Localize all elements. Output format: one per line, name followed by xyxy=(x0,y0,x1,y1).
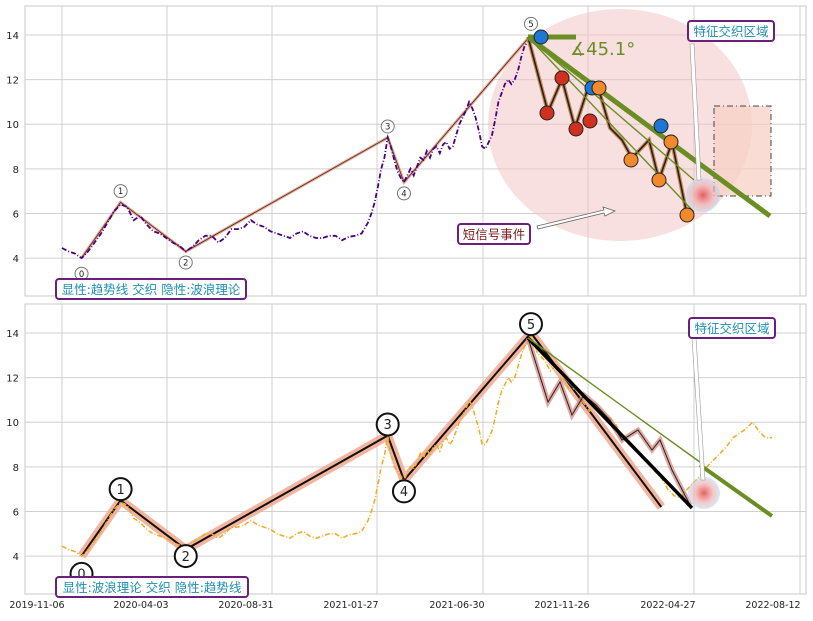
top-price-series xyxy=(61,36,532,260)
x-tick-label: 2019-11-06 xyxy=(9,600,64,611)
x-tick-label: 2021-06-30 xyxy=(429,600,484,611)
bottom-down-structure xyxy=(525,336,774,518)
orange-marker xyxy=(679,207,695,223)
wave-label-marker xyxy=(391,479,416,504)
event-highlight-circle xyxy=(488,9,752,241)
orange-marker xyxy=(651,172,667,188)
blue-marker xyxy=(533,29,549,45)
blue-marker xyxy=(653,118,669,134)
wave-label-marker xyxy=(396,186,411,201)
wave-label: 0 xyxy=(77,568,85,583)
red-marker xyxy=(554,70,570,86)
legend-label: 显性:波浪理论 交织 隐性:趋势线 xyxy=(63,580,242,595)
wave-label: 4 xyxy=(401,189,406,199)
event-label-box xyxy=(457,223,531,245)
zone-label: 特征交织区域 xyxy=(694,321,769,336)
wave-label-marker xyxy=(173,544,198,569)
x-tick-label: 2021-11-26 xyxy=(534,600,589,611)
legend-box xyxy=(55,278,247,300)
wave-label: 1 xyxy=(116,483,124,498)
top-panel-y-ticks: 4 6 8 10 12 14 xyxy=(6,31,19,265)
y-tick-label: 4 xyxy=(13,552,19,563)
bottom-panel-frame xyxy=(24,303,807,595)
bottom-wave-labels: 0 1 2 3 4 5 xyxy=(69,312,543,586)
bottom-panel-y-ticks: 4 6 8 10 12 14 xyxy=(6,329,19,563)
wave-label-marker xyxy=(178,255,193,270)
wave-label: 1 xyxy=(118,187,123,197)
y-tick-label: 8 xyxy=(13,165,19,176)
wave-label-marker xyxy=(380,119,395,134)
down-main-line xyxy=(526,336,694,510)
signal-markers xyxy=(533,29,720,223)
wave-label-marker xyxy=(113,184,128,199)
y-tick-label: 8 xyxy=(13,463,19,474)
wave-label: 3 xyxy=(385,123,390,133)
legend-label: 显性:趋势线 交织 隐性:波浪理论 xyxy=(62,282,241,297)
red-marker xyxy=(539,105,555,121)
orange-marker xyxy=(591,80,607,96)
wave-label: 3 xyxy=(384,418,392,433)
x-tick-label: 2022-08-12 xyxy=(745,600,800,611)
y-tick-label: 6 xyxy=(13,209,19,220)
y-tick-label: 10 xyxy=(6,418,19,429)
legend-box xyxy=(55,576,249,598)
wave-label: 5 xyxy=(528,20,533,30)
wave-label: 0 xyxy=(79,270,84,280)
wave-label-marker xyxy=(375,412,400,437)
down-wave-line xyxy=(527,337,691,506)
zone-label-box xyxy=(687,20,775,42)
y-tick-label: 12 xyxy=(6,374,19,385)
wave-label-marker xyxy=(518,312,543,337)
x-tick-label: 2020-08-31 xyxy=(218,600,273,611)
red-marker xyxy=(568,121,584,137)
down-upper-line xyxy=(527,337,705,466)
y-tick-label: 14 xyxy=(6,329,19,340)
bottom-panel-x-ticks: 2019-11-06 2020-04-03 2020-08-31 2021-01-27… xyxy=(9,600,800,611)
main-trend-line xyxy=(526,34,772,219)
orange-marker xyxy=(623,152,639,168)
red-marker xyxy=(582,113,598,129)
y-tick-label: 4 xyxy=(13,254,19,265)
channel-upper-line xyxy=(527,36,695,181)
angle-label: ∡45.1° xyxy=(570,39,635,60)
zone-label: 特征交织区域 xyxy=(693,24,768,39)
intersection-glow xyxy=(686,178,720,212)
wave-label: 4 xyxy=(400,485,408,500)
channel-lower-line xyxy=(527,36,695,213)
intersection-glow xyxy=(688,477,720,509)
zone-pointer xyxy=(689,43,702,181)
y-tick-label: 14 xyxy=(6,31,19,42)
wave-label-marker xyxy=(108,477,133,502)
wave-label: 2 xyxy=(183,259,188,269)
event-label: 短信号事件 xyxy=(463,227,526,242)
x-tick-label: 2020-04-03 xyxy=(113,600,168,611)
top-wave-labels: 0 1 2 3 4 5 xyxy=(74,16,538,281)
zone-label-box xyxy=(688,317,776,339)
y-tick-label: 10 xyxy=(6,120,19,131)
wave-label: 2 xyxy=(182,550,190,565)
event-arrow xyxy=(536,206,617,230)
trend-extension xyxy=(698,463,774,518)
price-line xyxy=(61,36,532,260)
orange-marker xyxy=(663,134,679,150)
y-tick-label: 12 xyxy=(6,76,19,87)
x-tick-label: 2021-01-27 xyxy=(323,600,378,611)
wave-label-marker xyxy=(523,16,538,31)
wave-label: 5 xyxy=(527,318,535,333)
y-tick-label: 6 xyxy=(13,507,19,518)
x-tick-label: 2022-04-27 xyxy=(640,600,695,611)
